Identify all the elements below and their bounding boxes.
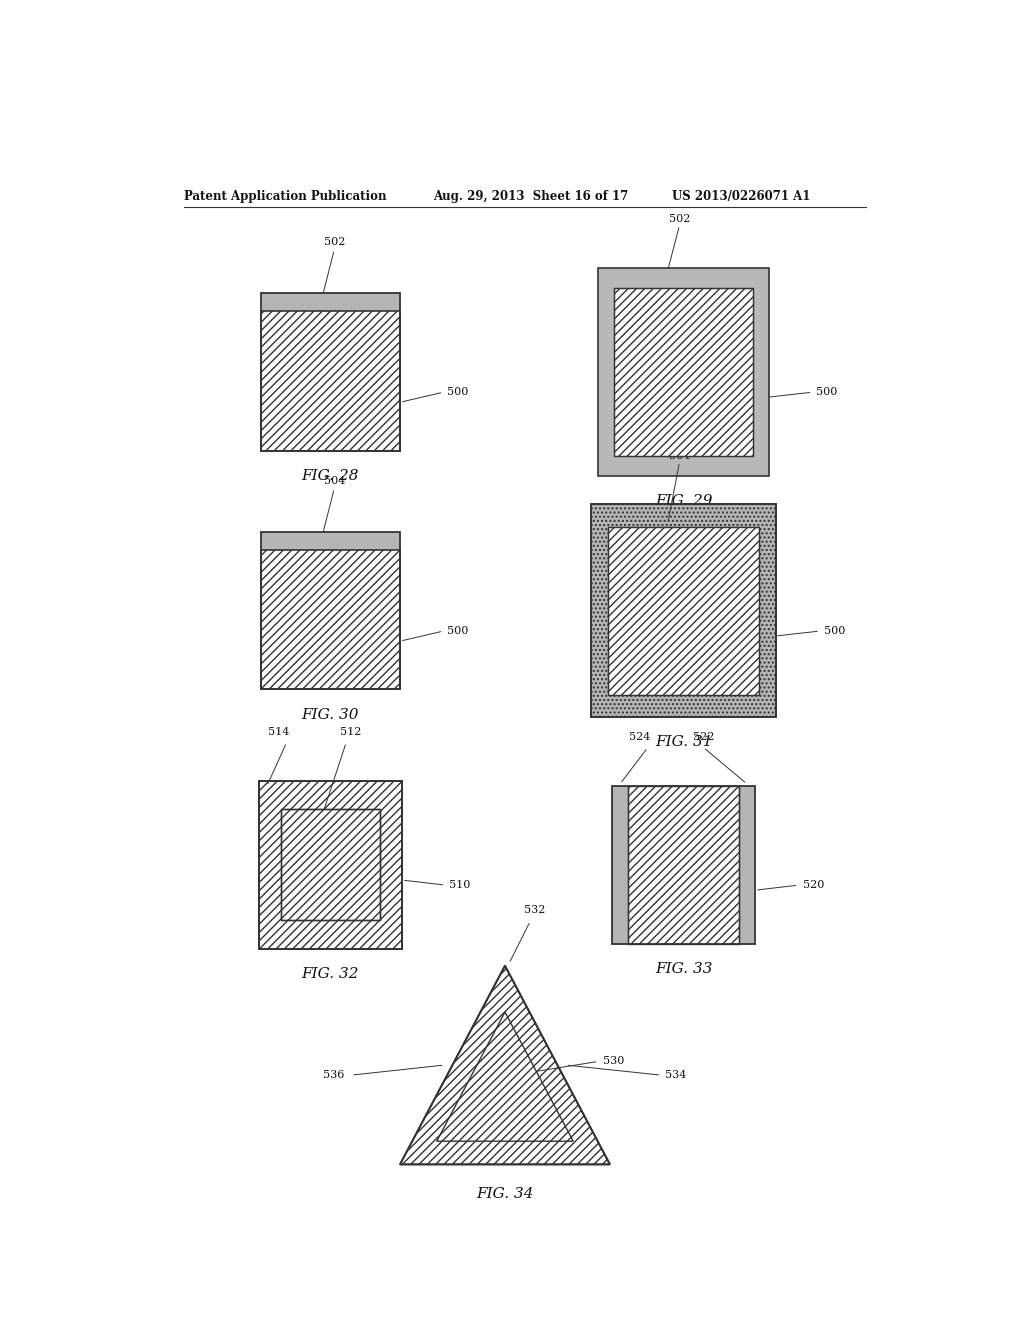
Bar xyxy=(614,288,753,455)
Polygon shape xyxy=(437,1012,573,1142)
Bar xyxy=(261,293,399,312)
Polygon shape xyxy=(400,966,610,1164)
Text: 500: 500 xyxy=(824,626,846,636)
Bar xyxy=(261,550,399,689)
Text: FIG. 31: FIG. 31 xyxy=(654,735,713,750)
Text: FIG. 33: FIG. 33 xyxy=(654,962,713,975)
Bar xyxy=(282,809,380,920)
Text: 534: 534 xyxy=(666,1071,687,1080)
Text: 500: 500 xyxy=(447,626,469,636)
Bar xyxy=(598,268,769,477)
Text: 524: 524 xyxy=(629,733,650,742)
Text: 520: 520 xyxy=(803,880,824,890)
Text: 502: 502 xyxy=(324,238,345,247)
Text: 504: 504 xyxy=(324,477,345,486)
Bar xyxy=(614,288,753,455)
Text: FIG. 29: FIG. 29 xyxy=(654,494,713,508)
Bar xyxy=(591,504,776,717)
Text: 512: 512 xyxy=(340,727,360,738)
Polygon shape xyxy=(437,1012,573,1142)
Text: 514: 514 xyxy=(268,727,290,738)
Bar xyxy=(612,785,628,944)
Bar xyxy=(608,527,759,694)
Text: 504: 504 xyxy=(669,450,690,461)
Bar xyxy=(591,504,776,717)
Text: 532: 532 xyxy=(524,904,546,915)
Bar xyxy=(261,293,399,450)
Bar xyxy=(612,785,755,944)
Bar xyxy=(282,809,380,920)
Bar xyxy=(628,785,739,944)
Text: FIG. 34: FIG. 34 xyxy=(476,1187,534,1201)
Text: 510: 510 xyxy=(450,880,471,890)
Bar xyxy=(608,527,759,694)
Text: Patent Application Publication: Patent Application Publication xyxy=(183,190,386,202)
Text: 536: 536 xyxy=(324,1071,344,1080)
Bar xyxy=(259,781,401,949)
Text: 500: 500 xyxy=(816,387,838,397)
Text: 522: 522 xyxy=(692,733,714,742)
Bar xyxy=(598,268,769,477)
Text: 530: 530 xyxy=(602,1056,624,1067)
Bar xyxy=(608,527,759,694)
Bar xyxy=(282,809,380,920)
Text: FIG. 32: FIG. 32 xyxy=(302,968,359,981)
Text: US 2013/0226071 A1: US 2013/0226071 A1 xyxy=(672,190,810,202)
Text: 502: 502 xyxy=(669,214,690,224)
Bar xyxy=(261,532,399,550)
Bar xyxy=(261,312,399,450)
Text: FIG. 28: FIG. 28 xyxy=(302,469,359,483)
Bar xyxy=(261,532,399,689)
Bar xyxy=(614,288,753,455)
Bar xyxy=(739,785,755,944)
Text: Aug. 29, 2013  Sheet 16 of 17: Aug. 29, 2013 Sheet 16 of 17 xyxy=(433,190,629,202)
Text: 500: 500 xyxy=(447,387,469,397)
Bar xyxy=(259,781,401,949)
Text: FIG. 30: FIG. 30 xyxy=(302,708,359,722)
